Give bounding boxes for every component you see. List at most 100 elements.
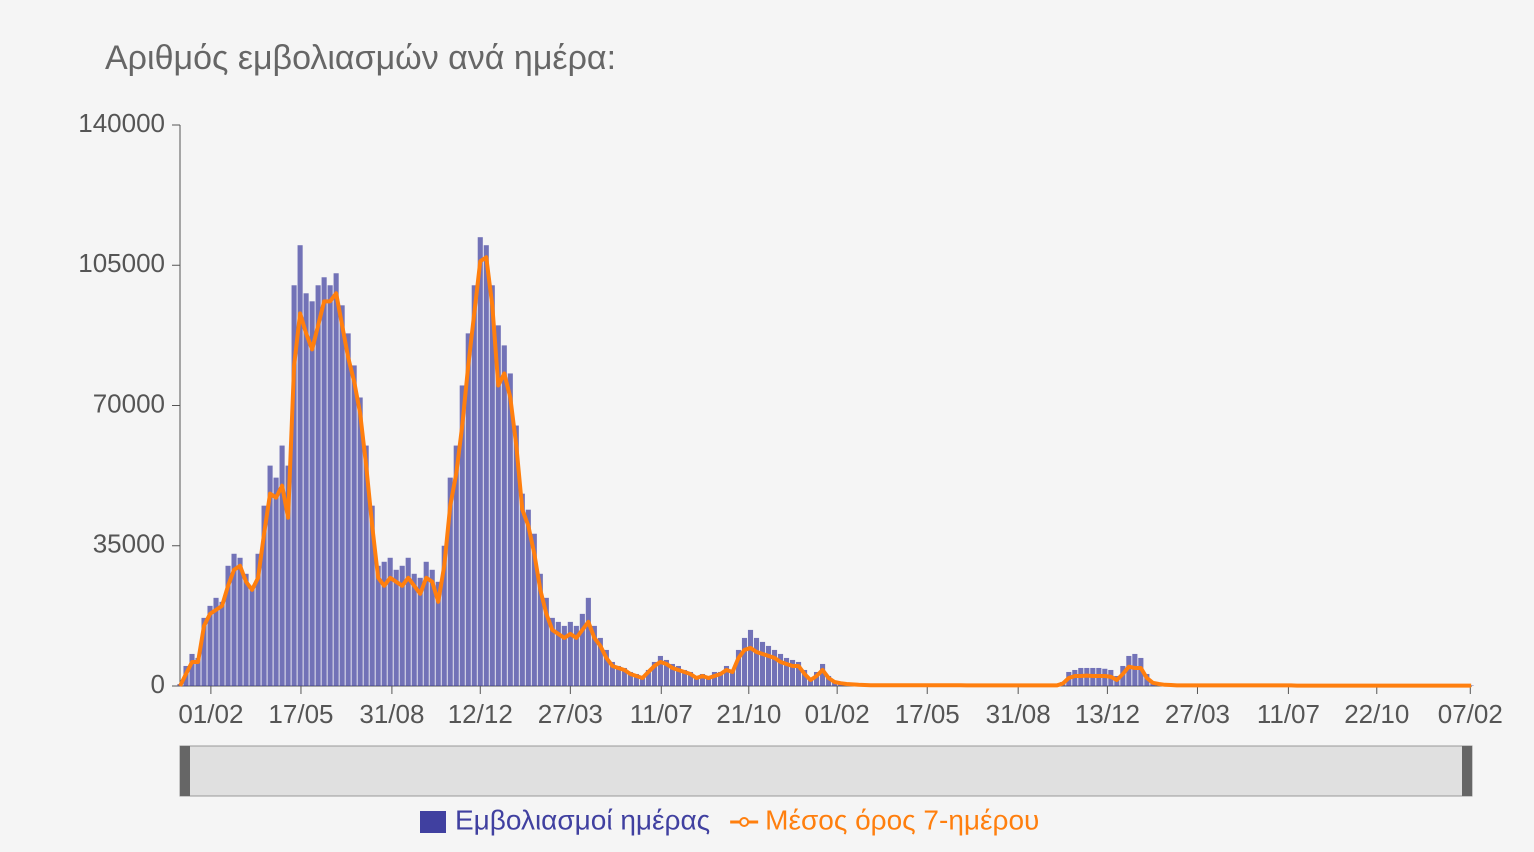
x-tick-label: 11/07 (1257, 699, 1320, 729)
bar (783, 657, 790, 686)
bar (219, 601, 225, 686)
bar (1132, 653, 1138, 686)
bar (711, 671, 718, 686)
bar (705, 675, 712, 686)
bar (513, 425, 519, 686)
bar (693, 675, 700, 686)
bar (345, 333, 351, 686)
bar (525, 509, 531, 686)
bar (561, 625, 567, 686)
bar (633, 673, 639, 686)
bar (303, 293, 309, 686)
bar (447, 477, 453, 686)
bar (753, 637, 760, 686)
bar (826, 675, 832, 686)
x-tick-label: 31/08 (986, 699, 1051, 729)
x-tick-label: 01/02 (805, 699, 870, 729)
bar (189, 653, 195, 686)
bar (820, 663, 826, 686)
bar (471, 285, 477, 686)
bar (375, 565, 381, 686)
bar (297, 245, 303, 686)
bar (759, 641, 766, 686)
bar (802, 669, 808, 686)
bar (399, 565, 405, 686)
bar (657, 655, 663, 686)
bar (231, 553, 237, 686)
y-tick-label: 105000 (78, 248, 165, 278)
bar (255, 553, 261, 686)
slider-handle-right[interactable] (1462, 746, 1472, 796)
bar (1126, 655, 1132, 686)
bar (441, 545, 447, 686)
bar (273, 477, 279, 686)
bar (651, 661, 657, 686)
slider-handle-left[interactable] (180, 746, 190, 796)
bar (777, 653, 784, 686)
bar (327, 285, 333, 686)
legend-marker (739, 817, 750, 827)
bar (771, 649, 778, 686)
bar (321, 277, 327, 686)
bar (291, 285, 297, 686)
bar (465, 333, 471, 686)
x-tick-label: 11/07 (630, 699, 693, 729)
bar (405, 557, 411, 686)
bar (615, 665, 621, 686)
x-tick-label: 21/10 (716, 699, 781, 729)
bar (225, 565, 231, 686)
bar (519, 493, 525, 686)
x-tick-label: 01/02 (178, 699, 243, 729)
bar (423, 561, 429, 686)
range-slider[interactable] (179, 745, 1473, 797)
y-tick-label: 0 (151, 669, 165, 699)
x-tick-label: 17/05 (268, 699, 333, 729)
bar (795, 661, 802, 686)
y-tick-label: 35000 (93, 529, 165, 559)
legend-item: Μέσος όρος 7-ημέρου (730, 804, 1039, 835)
line (178, 255, 1472, 688)
bar (573, 625, 579, 686)
bar (1138, 657, 1144, 686)
legend-label: Εμβολιασμοί ημέρας (455, 804, 710, 835)
bar (747, 629, 754, 686)
chart-title: Αριθμός εμβολιασμών ανά ημέρα: (105, 39, 616, 77)
x-tick-label: 07/02 (1438, 699, 1503, 729)
bar (213, 597, 219, 686)
bar (814, 671, 820, 686)
bar (357, 397, 363, 686)
bar (687, 671, 694, 686)
bar (243, 573, 249, 686)
x-tick-label: 27/03 (538, 699, 603, 729)
bar (639, 675, 645, 686)
bar (369, 505, 375, 686)
bar (507, 373, 513, 686)
bar (663, 659, 669, 686)
bar (381, 561, 387, 686)
bar (501, 345, 507, 686)
bar (669, 663, 675, 686)
x-tick-label: 17/05 (895, 699, 960, 729)
bar (459, 385, 465, 686)
bar (699, 673, 706, 686)
bar (597, 637, 603, 686)
bar (267, 465, 273, 686)
bar (591, 625, 597, 686)
bar (555, 621, 561, 686)
bar (351, 365, 357, 686)
x-tick-label: 12/12 (448, 699, 513, 729)
bar (429, 569, 435, 686)
bar (483, 245, 489, 686)
bar (411, 573, 417, 686)
bar (585, 597, 591, 686)
x-tick-label: 22/10 (1344, 699, 1409, 729)
bar (609, 661, 615, 686)
legend-label: Μέσος όρος 7-ημέρου (765, 804, 1039, 835)
bar (549, 617, 555, 686)
bar (808, 677, 814, 686)
bar (723, 665, 730, 686)
bar (207, 605, 213, 686)
bar (765, 645, 772, 686)
bar (531, 533, 537, 686)
